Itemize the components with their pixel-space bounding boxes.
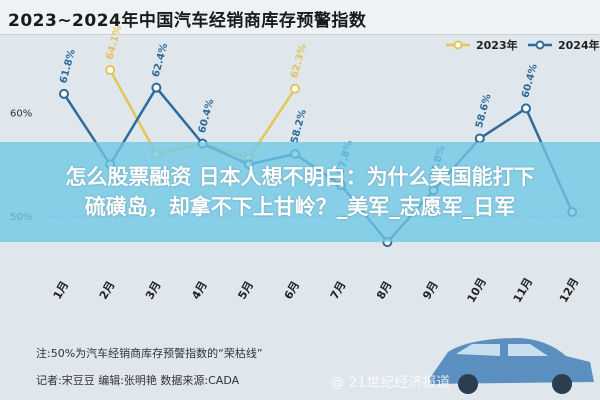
data-label: 60.4% bbox=[197, 98, 217, 134]
legend-marker bbox=[453, 40, 463, 50]
data-point bbox=[105, 65, 116, 76]
x-tick-label: 8月 bbox=[374, 279, 395, 302]
data-label: 61.8% bbox=[58, 48, 78, 84]
y-tick-label: 60% bbox=[10, 109, 32, 120]
x-tick-label: 9月 bbox=[420, 279, 441, 302]
car-window bbox=[456, 344, 548, 356]
legend-entry: 2023年 bbox=[476, 38, 518, 52]
x-tick-label: 2月 bbox=[97, 279, 118, 302]
x-tick-label: 1月 bbox=[51, 279, 72, 302]
x-tick-label: 11月 bbox=[511, 276, 535, 305]
chart-source: 记者:宋豆豆 编辑:张明艳 数据来源:CADA bbox=[36, 374, 240, 387]
data-label: 62.3% bbox=[289, 43, 309, 79]
chart-header: 2023~2024年中国汽车经销商库存预警指数 bbox=[0, 0, 600, 35]
data-label: 58.6% bbox=[474, 93, 494, 129]
data-label: 58.2% bbox=[289, 108, 309, 144]
car-wheel bbox=[552, 374, 572, 394]
data-label: 64.1% bbox=[104, 24, 124, 60]
x-tick-label: 4月 bbox=[189, 279, 210, 302]
chart-note: 注:50%为汽车经销商库存预警指数的“荣枯线” bbox=[36, 347, 263, 360]
x-tick-label: 6月 bbox=[282, 279, 303, 302]
x-tick-label: 5月 bbox=[235, 279, 256, 302]
x-tick-label: 7月 bbox=[328, 279, 349, 302]
watermark: @ 21世纪经济报道 bbox=[330, 375, 451, 391]
car-wheel bbox=[458, 374, 478, 394]
chart-title: 2023~2024年中国汽车经销商库存预警指数 bbox=[8, 11, 367, 31]
data-point bbox=[151, 82, 162, 93]
headline-line-2: 硫磺岛，却拿不下上甘岭？_美军_志愿军_日军 bbox=[84, 195, 516, 219]
x-tick-label: 3月 bbox=[143, 279, 164, 302]
headline-overlay[interactable]: 怎么股票融资 日本人想不明白：为什么美国能打下 硫磺岛，却拿不下上甘岭？_美军_… bbox=[0, 142, 600, 242]
legend-entry: 2024年 bbox=[558, 38, 600, 52]
data-label: 60.4% bbox=[520, 63, 540, 99]
headline-line-1: 怎么股票融资 日本人想不明白：为什么美国能打下 bbox=[65, 165, 535, 189]
data-point bbox=[521, 103, 531, 114]
data-label: 62.4% bbox=[151, 42, 171, 78]
data-point bbox=[290, 83, 300, 94]
legend-marker bbox=[535, 40, 545, 50]
x-tick-label: 10月 bbox=[465, 276, 489, 305]
data-point bbox=[59, 88, 69, 99]
x-tick-label: 12月 bbox=[557, 276, 581, 305]
